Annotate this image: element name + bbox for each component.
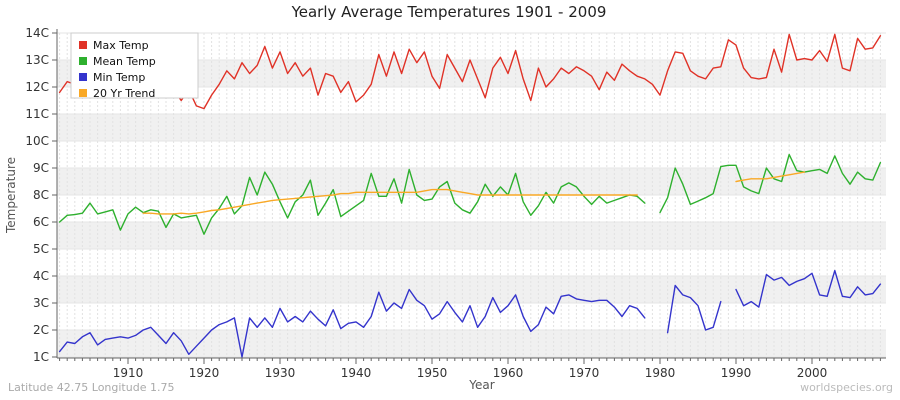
x-tick-label-1940: 1940 — [341, 366, 372, 380]
x-tick-label-1960: 1960 — [493, 366, 524, 380]
y-band-6-5 — [57, 222, 886, 249]
legend: Max Temp Mean Temp Min Temp 20 Yr Trend — [70, 32, 199, 100]
series-layer — [58, 33, 882, 358]
x-tick-label-1990: 1990 — [721, 366, 752, 380]
y-tick-label-2C: 2C — [33, 323, 49, 337]
legend-swatch-mean-temp — [79, 57, 87, 65]
legend-swatch-min-temp — [79, 73, 87, 81]
x-tick-label-1980: 1980 — [645, 366, 676, 380]
x-tick-label-1950: 1950 — [417, 366, 448, 380]
x-tick-label-1910: 1910 — [113, 366, 144, 380]
y-band-4-3 — [57, 276, 886, 303]
x-tick-label-1930: 1930 — [265, 366, 296, 380]
y-tick-label-12C: 12C — [25, 80, 49, 94]
legend-label-min-temp: Min Temp — [93, 71, 145, 84]
y-tick-label-5C: 5C — [33, 242, 49, 256]
y-tick-label-9C: 9C — [33, 161, 49, 175]
legend-swatch-20yr-trend — [79, 89, 87, 97]
x-tick-label-1970: 1970 — [569, 366, 600, 380]
mean-temp-line — [58, 153, 882, 235]
y-tick-label-4C: 4C — [33, 269, 49, 283]
legend-box — [70, 32, 199, 99]
y-axis-title: Temperature — [4, 157, 18, 234]
y-tick-label-14C: 14C — [25, 26, 49, 40]
x-tick-label-1920: 1920 — [189, 366, 220, 380]
y-tick-label-13C: 13C — [25, 53, 49, 67]
y-tick-label-1C: 1C — [33, 350, 49, 364]
axes-layer: 14C 13C 12C 11C 10C 9C 8C 6C 5C 4C 3C 2C 1C 1910 1920 1… — [25, 26, 886, 380]
x-axis-title: Year — [468, 378, 494, 392]
y-band-11-10 — [57, 114, 886, 141]
plot-background-layer — [57, 29, 886, 358]
footer-coordinates: Latitude 42.75 Longitude 1.75 — [8, 381, 174, 394]
y-tick-label-10C: 10C — [25, 134, 49, 148]
y-tick-label-3C: 3C — [33, 296, 49, 310]
chart-title: Yearly Average Temperatures 1901 - 2009 — [291, 3, 607, 21]
y-band-2-1 — [57, 330, 886, 357]
y-band-9-8 — [57, 168, 886, 195]
x-tick-label-2000: 2000 — [797, 366, 828, 380]
legend-swatch-max-temp — [79, 41, 87, 49]
trend-temp-line — [142, 171, 806, 215]
legend-label-20yr-trend: 20 Yr Trend — [93, 87, 155, 100]
y-tick-label-8C: 8C — [33, 188, 49, 202]
y-tick-label-11C: 11C — [25, 107, 49, 121]
legend-label-mean-temp: Mean Temp — [93, 55, 156, 68]
max-temp-line — [58, 33, 882, 110]
legend-label-max-temp: Max Temp — [93, 39, 149, 52]
gridline-layer — [57, 32, 886, 358]
min-temp-line — [58, 269, 882, 358]
footer-watermark: worldspecies.org — [800, 381, 893, 394]
y-tick-label-6C: 6C — [33, 215, 49, 229]
